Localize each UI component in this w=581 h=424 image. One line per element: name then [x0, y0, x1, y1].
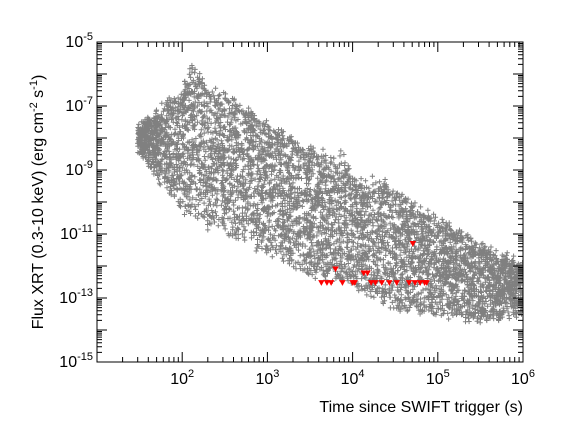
x-tick-label: 105 [426, 368, 450, 388]
upper-limit-marker [364, 270, 371, 277]
upper-limit-marker [339, 280, 346, 286]
x-tick-label: 102 [170, 368, 194, 388]
x-tick-label: 103 [255, 368, 279, 388]
y-tick-labels: 10-5 10-7 10-9 10-11 10-13 10-15 [59, 31, 93, 371]
upper-limit-marker [318, 280, 325, 286]
upper-limit-marker [323, 280, 331, 286]
upper-limit-marker [332, 266, 339, 273]
upper-limit-marker [367, 280, 375, 286]
upper-limit-marker [327, 280, 335, 286]
x-tick-label: 104 [341, 368, 365, 388]
y-axis-label-exp2: -1 [28, 80, 40, 90]
upper-limit-marker [409, 241, 417, 247]
y-tick-label: 10-7 [65, 95, 93, 115]
y-axis-label-part1: Flux XRT (0.3-10 keV) (erg cm [30, 112, 47, 329]
y-tick-label: 10-11 [60, 223, 93, 243]
y-axis-label-exp1: -2 [28, 102, 40, 112]
upper-limits-layer [318, 241, 430, 286]
upper-limit-marker [411, 280, 419, 286]
ticks [96, 42, 523, 363]
y-tick-label: 10-5 [65, 31, 93, 51]
upper-limit-marker [351, 280, 358, 286]
tick-marks [96, 42, 523, 363]
upper-limit-marker [386, 280, 393, 286]
y-axis-label: Flux XRT (0.3-10 keV) (erg cm-2 s-1) [28, 75, 47, 330]
x-axis-label: Time since SWIFT trigger (s) [319, 399, 523, 416]
y-tick-label: 10-15 [59, 351, 93, 371]
y-tick-label: 10-9 [65, 159, 93, 179]
upper-limit-marker [378, 280, 385, 286]
y-axis-label-part3: ) [30, 75, 47, 80]
upper-limit-marker [372, 280, 379, 286]
x-tick-labels: 102 103 104 105 106 [170, 368, 535, 388]
upper-limit-marker [405, 280, 413, 286]
y-axis-label-part2: s [30, 90, 47, 102]
upper-limit-marker [423, 280, 430, 286]
x-tick-label: 106 [511, 368, 535, 388]
upper-limit-marker [416, 280, 424, 286]
upper-limit-marker [393, 280, 400, 286]
y-tick-label: 10-13 [59, 287, 93, 307]
